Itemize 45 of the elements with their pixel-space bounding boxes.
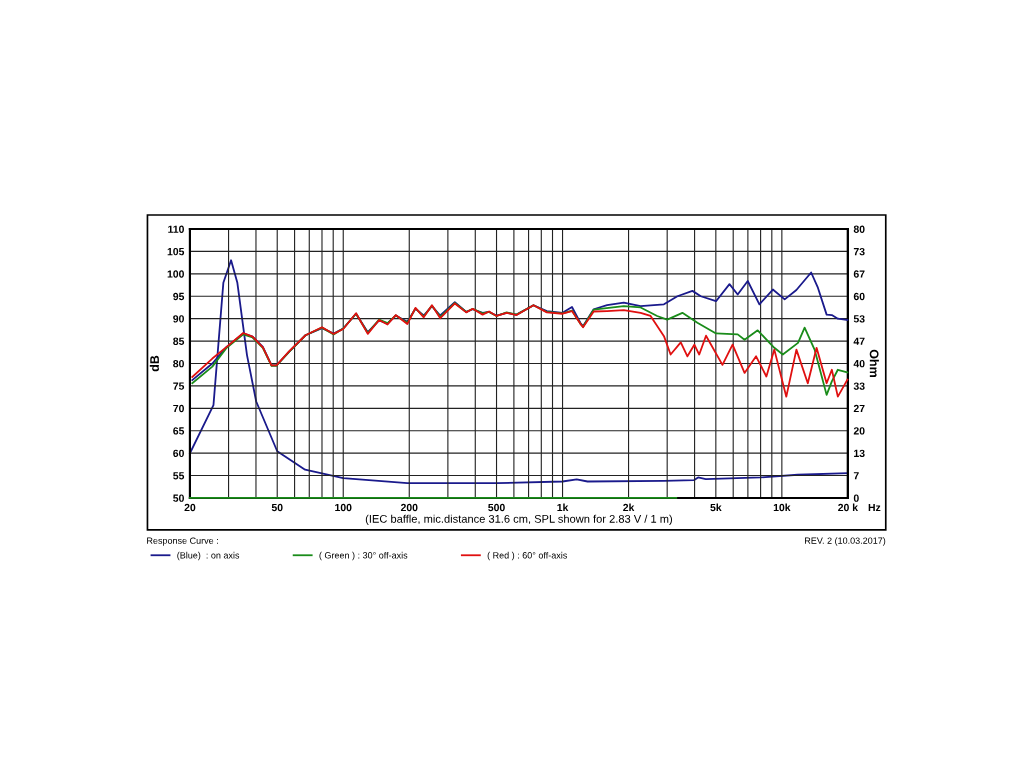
y2-tick-label: 47 xyxy=(853,337,865,345)
x-tick-label: 2k xyxy=(623,503,635,512)
y2-tick-label: 33 xyxy=(853,382,865,390)
x-tick-label: 50 xyxy=(271,503,283,512)
x-tick-label: 20 xyxy=(184,503,196,512)
y-tick-label: 105 xyxy=(167,247,185,256)
x-tick-label: 20 k xyxy=(838,503,859,512)
y2-tick-label: 20 xyxy=(853,427,865,435)
y2-tick-label: 80 xyxy=(853,225,865,233)
y-tick-label: 65 xyxy=(173,427,185,435)
x-tick-label: 1k xyxy=(557,503,569,512)
y2-tick-label: 53 xyxy=(853,315,865,323)
x-tick-label: 500 xyxy=(488,503,505,512)
y2-tick-label: 13 xyxy=(854,449,865,458)
text: REV. 2 (10.03.2017) xyxy=(805,537,886,546)
y-tick-label: 90 xyxy=(173,315,184,323)
text: Hz xyxy=(868,503,881,512)
y-tick-label: 50 xyxy=(173,494,184,502)
y-axis-title: dB xyxy=(149,355,159,372)
y-tick-label: 110 xyxy=(168,225,184,233)
legend-label: ( Red ) : 60° off-axis xyxy=(487,551,567,561)
y-tick-label: 75 xyxy=(173,382,185,390)
y2-tick-label: 60 xyxy=(853,292,865,301)
x-tick-label: 5k xyxy=(710,503,722,512)
legend-label: ( Green ) : 30° off-axis xyxy=(319,551,408,561)
y-tick-label: 95 xyxy=(173,292,185,301)
x-tick-label: 200 xyxy=(400,503,418,512)
x-axis-title: (IEC baffle, mic.distance 31.6 cm, SPL shown for 2.83 V / 1 m) xyxy=(365,514,672,525)
y-tick-label: 85 xyxy=(173,337,185,345)
legend-label: (Blue) : on axis xyxy=(177,551,240,561)
y-tick-label: 80 xyxy=(173,359,184,368)
y2-tick-label: 27 xyxy=(853,404,865,413)
y-tick-label: 100 xyxy=(167,270,184,278)
x-tick-label: 10k xyxy=(773,503,791,512)
y2-tick-label: 73 xyxy=(853,247,865,256)
y2-tick-label: 40 xyxy=(853,359,865,368)
y2-axis-title: Ohm xyxy=(869,349,879,377)
y-tick-label: 55 xyxy=(173,472,185,480)
y-tick-label: 60 xyxy=(173,449,184,458)
text: Response Curve : xyxy=(147,537,218,546)
y-tick-label: 70 xyxy=(173,404,184,413)
y2-tick-label: 0 xyxy=(853,494,859,502)
x-tick-label: 100 xyxy=(335,503,352,512)
y2-tick-label: 67 xyxy=(853,270,865,278)
y2-tick-label: 7 xyxy=(853,472,859,480)
